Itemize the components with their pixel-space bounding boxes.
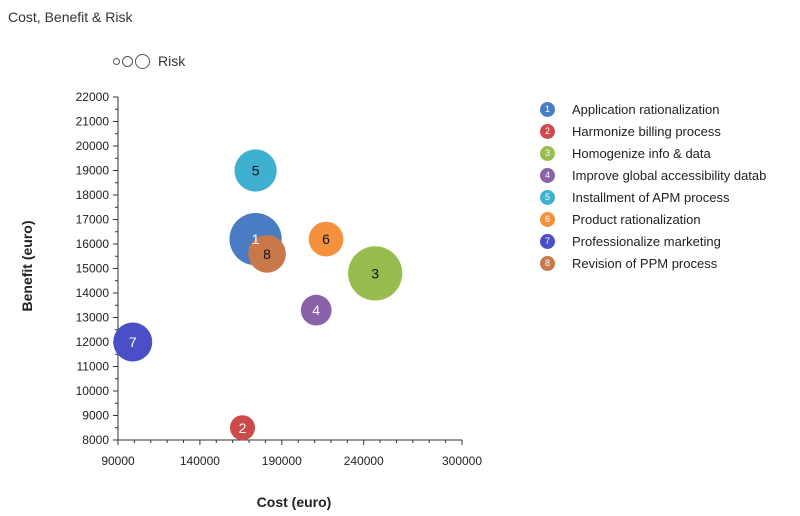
bubble-6 [308, 221, 344, 257]
legend-item-4: 4 Improve global accessibility datab [540, 164, 800, 186]
bubble-4 [300, 294, 332, 326]
legend-marker-3: 3 [540, 145, 555, 161]
risk-size-legend-label: Risk [158, 53, 186, 69]
bubble-label-2: 2 [239, 420, 247, 436]
legend-marker-1: 1 [540, 101, 555, 117]
bubble-label-8: 8 [263, 246, 271, 262]
x-tick-label: 190000 [262, 454, 302, 468]
legend-label-3: Homogenize info & data [572, 145, 711, 161]
legend-item-2: 2 Harmonize billing process [540, 120, 800, 142]
bubble-label-4: 4 [312, 302, 320, 318]
y-tick-label: 10000 [76, 384, 110, 398]
series-legend: 1 Application rationalization 2 Harmonize b… [540, 98, 800, 274]
bubble-3 [348, 246, 403, 301]
y-tick-label: 13000 [76, 311, 110, 325]
y-tick-label: 21000 [76, 115, 110, 129]
y-tick-label: 8000 [82, 433, 109, 447]
risk-size-large-circle [135, 53, 150, 69]
legend-label-5: Installment of APM process [572, 189, 730, 205]
legend-marker-5: 5 [540, 189, 555, 205]
legend-label-6: Product rationalization [572, 211, 701, 227]
bubble-label-5: 5 [252, 163, 260, 179]
bubble-5 [234, 149, 277, 192]
bubble-7 [113, 322, 153, 362]
y-tick-label: 18000 [76, 188, 110, 202]
legend-item-7: 7 Professionalize marketing [540, 230, 800, 252]
bubble-label-6: 6 [322, 231, 330, 247]
legend-label-2: Harmonize billing process [572, 123, 721, 139]
y-tick-label: 19000 [76, 164, 110, 178]
y-axis-label: Benefit (euro) [19, 220, 35, 312]
x-tick-label: 90000 [101, 454, 135, 468]
legend-marker-2: 2 [540, 123, 555, 139]
y-tick-label: 17000 [76, 213, 110, 227]
risk-size-medium-circle [122, 55, 133, 67]
y-tick-label: 16000 [76, 237, 110, 251]
y-tick-label: 15000 [76, 262, 110, 276]
y-tick-label: 9000 [82, 409, 109, 423]
bubble-8 [248, 234, 286, 273]
legend-item-5: 5 Installment of APM process [540, 186, 800, 208]
legend-marker-6: 6 [540, 211, 555, 227]
chart-title: Cost, Benefit & Risk [8, 9, 133, 25]
legend-label-1: Application rationalization [572, 101, 720, 117]
y-tick-label: 22000 [76, 90, 110, 104]
risk-size-legend: Risk [113, 50, 185, 72]
bubble-label-3: 3 [371, 265, 379, 281]
bubble-2 [229, 415, 256, 441]
x-tick-label: 140000 [180, 454, 220, 468]
legend-item-3: 3 Homogenize info & data [540, 142, 800, 164]
legend-marker-8: 8 [540, 255, 555, 271]
y-tick-label: 11000 [77, 360, 110, 374]
legend-item-8: 8 Revision of PPM process [540, 252, 800, 274]
legend-item-1: 1 Application rationalization [540, 98, 800, 120]
x-axis-label: Cost (euro) [256, 494, 332, 510]
bubble-label-7: 7 [129, 334, 137, 350]
bubble-label-1: 1 [252, 231, 260, 247]
x-tick-label: 300000 [442, 454, 482, 468]
legend-label-4: Improve global accessibility datab [572, 167, 767, 183]
legend-marker-4: 4 [540, 167, 555, 183]
x-tick-label: 240000 [344, 454, 384, 468]
legend-label-8: Revision of PPM process [572, 255, 718, 271]
legend-label-7: Professionalize marketing [572, 233, 721, 249]
legend-marker-7: 7 [540, 233, 555, 249]
y-tick-label: 12000 [76, 335, 110, 349]
risk-size-small-circle [113, 57, 120, 65]
legend-item-6: 6 Product rationalization [540, 208, 800, 230]
y-tick-label: 20000 [76, 139, 110, 153]
y-tick-label: 14000 [76, 286, 110, 300]
